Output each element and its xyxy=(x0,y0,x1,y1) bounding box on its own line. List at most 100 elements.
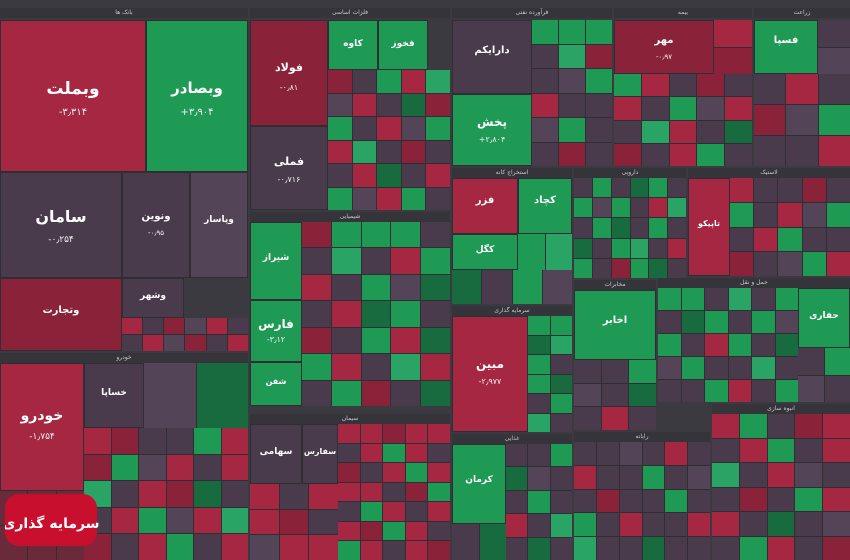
mini-tile[interactable] xyxy=(361,222,391,248)
mini-tile[interactable] xyxy=(681,380,704,402)
mini-tile[interactable] xyxy=(559,93,585,117)
mini-tile[interactable] xyxy=(361,380,391,406)
mini-tile[interactable] xyxy=(714,20,752,47)
mini-tile[interactable] xyxy=(823,463,850,487)
mini-tile[interactable] xyxy=(401,93,426,116)
mini-tile[interactable] xyxy=(754,105,786,135)
mini-tile[interactable] xyxy=(697,143,725,166)
mini-tile[interactable] xyxy=(360,463,383,482)
mini-tile[interactable] xyxy=(401,140,426,163)
mini-tile[interactable] xyxy=(532,20,558,44)
mini-tile[interactable] xyxy=(328,140,352,163)
mini-tile[interactable] xyxy=(658,334,681,356)
mini-tile[interactable] xyxy=(725,74,752,97)
mini-tile[interactable] xyxy=(405,463,428,482)
mini-tile[interactable] xyxy=(559,20,585,44)
mini-tile[interactable] xyxy=(111,507,138,534)
mini-tile[interactable] xyxy=(383,541,405,560)
mini-tile[interactable] xyxy=(586,93,612,117)
mini-tile[interactable] xyxy=(574,218,592,238)
tile-khodro[interactable]: خودرو -۱٫۷۵۴ xyxy=(0,363,84,491)
mini-tile[interactable] xyxy=(712,414,739,438)
mini-tile[interactable] xyxy=(665,537,688,560)
mini-tile[interactable] xyxy=(649,198,668,218)
tile-mehr[interactable]: مهر -۰٫۹۷ xyxy=(614,20,714,74)
mini-tile[interactable] xyxy=(545,234,572,270)
mini-tile[interactable] xyxy=(383,443,405,463)
mini-tile[interactable] xyxy=(586,44,612,68)
mini-tile[interactable] xyxy=(668,218,686,238)
mini-tile[interactable] xyxy=(630,238,649,258)
tile-vnovin[interactable]: ونوین -۰٫۹۵ xyxy=(122,172,190,278)
mini-tile[interactable] xyxy=(798,348,824,375)
mini-tile[interactable] xyxy=(795,512,823,536)
mini-tile[interactable] xyxy=(401,70,426,93)
mini-tile[interactable] xyxy=(506,490,528,514)
mini-tile[interactable] xyxy=(528,374,550,393)
mini-tile[interactable] xyxy=(775,288,798,310)
mini-tile[interactable] xyxy=(391,274,421,301)
mini-tile[interactable] xyxy=(405,502,428,521)
mini-tile[interactable] xyxy=(630,178,649,198)
mini-tile[interactable] xyxy=(559,44,585,68)
mini-tile[interactable] xyxy=(826,178,850,202)
mini-tile[interactable] xyxy=(328,164,352,187)
mini-tile[interactable] xyxy=(479,524,506,560)
mini-tile[interactable] xyxy=(730,227,754,252)
mini-tile[interactable] xyxy=(426,70,450,93)
mini-tile[interactable] xyxy=(550,444,572,467)
mini-tile[interactable] xyxy=(802,178,826,202)
mini-tile[interactable] xyxy=(328,187,352,210)
mini-tile[interactable] xyxy=(614,74,641,97)
mini-tile[interactable] xyxy=(421,380,450,406)
mini-tile[interactable] xyxy=(550,490,572,514)
mini-tile[interactable] xyxy=(795,414,823,438)
mini-tile[interactable] xyxy=(649,218,668,238)
mini-tile[interactable] xyxy=(532,142,558,166)
mini-tile[interactable] xyxy=(185,335,206,351)
mini-tile[interactable] xyxy=(542,270,572,304)
mini-tile[interactable] xyxy=(227,318,248,334)
mini-tile[interactable] xyxy=(823,414,850,438)
mini-tile[interactable] xyxy=(328,93,352,116)
mini-tile[interactable] xyxy=(221,481,248,507)
mini-tile[interactable] xyxy=(739,487,767,511)
mini-tile[interactable] xyxy=(665,513,688,537)
mini-tile[interactable] xyxy=(361,327,391,354)
mini-tile[interactable] xyxy=(754,227,778,252)
mini-tile[interactable] xyxy=(532,44,558,68)
mini-tile[interactable] xyxy=(352,187,377,210)
mini-tile[interactable] xyxy=(601,383,629,407)
mini-tile[interactable] xyxy=(405,541,428,560)
mini-tile[interactable] xyxy=(614,143,641,166)
mini-tile[interactable] xyxy=(752,311,775,333)
mini-tile[interactable] xyxy=(778,252,802,276)
mini-tile[interactable] xyxy=(361,248,391,274)
mini-tile[interactable] xyxy=(705,288,728,310)
mini-tile[interactable] xyxy=(649,178,668,198)
mini-tile[interactable] xyxy=(550,374,572,393)
mini-tile[interactable] xyxy=(166,507,193,534)
mini-tile[interactable] xyxy=(361,354,391,380)
mini-tile[interactable] xyxy=(596,537,619,560)
mini-tile[interactable] xyxy=(164,318,185,334)
tile-sahami[interactable]: سهامی xyxy=(250,424,302,484)
mini-tile[interactable] xyxy=(728,311,751,333)
tile-hafari[interactable]: حفاری xyxy=(798,288,850,348)
mini-tile[interactable] xyxy=(658,288,681,310)
mini-tile[interactable] xyxy=(250,509,279,535)
mini-tile[interactable] xyxy=(196,363,248,428)
mini-tile[interactable] xyxy=(778,227,802,252)
mini-tile[interactable] xyxy=(611,198,630,218)
mini-tile[interactable] xyxy=(681,311,704,333)
mini-tile[interactable] xyxy=(84,428,111,454)
mini-tile[interactable] xyxy=(658,380,681,402)
mini-tile[interactable] xyxy=(824,375,850,402)
mini-tile[interactable] xyxy=(426,140,450,163)
mini-tile[interactable] xyxy=(786,74,818,104)
mini-tile[interactable] xyxy=(795,536,823,560)
mini-tile[interactable] xyxy=(405,424,428,443)
mini-tile[interactable] xyxy=(658,357,681,379)
mini-tile[interactable] xyxy=(331,222,361,248)
mini-tile[interactable] xyxy=(697,97,725,120)
